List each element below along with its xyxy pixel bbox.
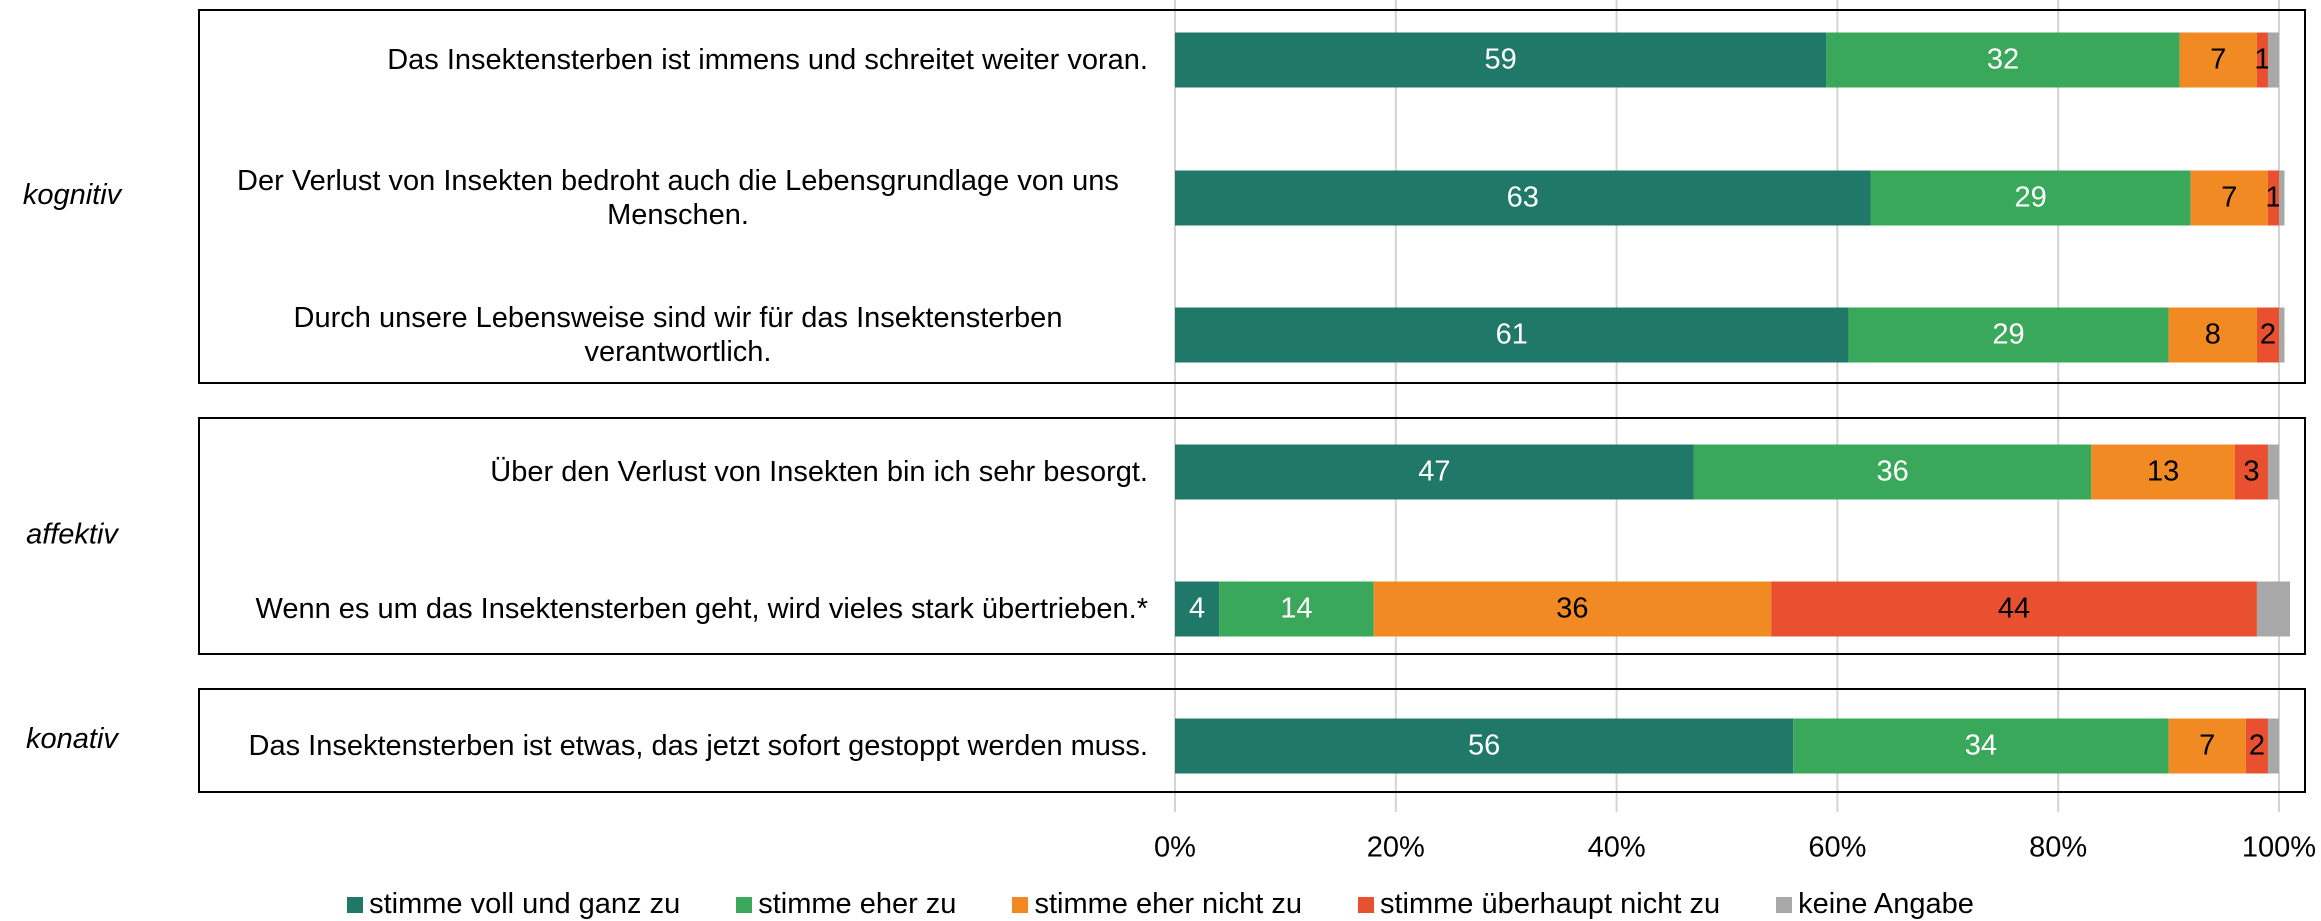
bar-segment [2168,307,2257,363]
data-label: 36 [1876,456,1908,488]
bar-segment [1373,581,1772,637]
data-label: 3 [2243,456,2259,488]
data-label: 14 [1280,593,1312,625]
data-label: 34 [1965,730,1997,762]
bar-segment [2267,32,2279,88]
x-tick-label: 100% [2242,832,2316,864]
bar-segment [1870,170,2191,226]
data-label: 1 [2254,44,2270,76]
category-text: Das Insektensterben ist etwas, das jetzt… [248,730,1148,762]
bar-segment [1771,581,2257,637]
data-label: 36 [1556,593,1588,625]
bar-segment [2168,718,2246,774]
bar-segment [2256,581,2291,637]
bar-segment [2256,32,2268,88]
x-tick-label: 40% [1588,832,1646,864]
data-label: 4 [1189,593,1205,625]
legend: stimme voll und ganz zu stimme eher zu sti… [0,888,2321,921]
legend-label: stimme voll und ganz zu [369,888,681,920]
group-label: affektiv [26,519,119,551]
bar-segment [1175,307,1849,363]
bar-segment [2179,32,2257,88]
bar-segment [1175,581,1220,637]
data-label: 47 [1418,456,1450,488]
data-label: 7 [2221,182,2237,214]
bar-segment [1848,307,2169,363]
bar-segment [2256,307,2279,363]
bar-segment [1175,170,1871,226]
group-box [198,417,2306,655]
bar-segment [2267,444,2279,500]
category-label: Durch unsere Lebensweise sind wir für da… [208,295,1148,375]
category-label: Wenn es um das Insektensterben geht, wir… [208,569,1149,649]
bar-segment [2279,170,2285,226]
data-label: 61 [1496,319,1528,351]
category-text: Das Insektensterben ist immens und schre… [387,44,1148,76]
data-label: 32 [1987,44,2019,76]
legend-swatch [1012,896,1029,913]
legend-swatch [1776,896,1793,913]
category-label: Das Insektensterben ist etwas, das jetzt… [208,706,1148,786]
data-label: 13 [2147,456,2179,488]
data-label: 8 [2205,319,2221,351]
legend-item: keine Angabe [1776,888,1974,921]
bar-segment [2190,170,2268,226]
category-label: Der Verlust von Insekten bedroht auch di… [208,158,1148,238]
bar-segment [2234,444,2268,500]
legend-label: stimme eher nicht zu [1034,888,1302,920]
bar-segment [1175,444,1694,500]
legend-item: stimme überhaupt nicht zu [1357,888,1721,921]
bar-segment [1175,718,1794,774]
bar-segment [2279,307,2285,363]
bar-segment [2245,718,2268,774]
data-label: 2 [2260,319,2276,351]
data-label: 59 [1485,44,1517,76]
legend-label: stimme eher zu [758,888,957,920]
data-label: 44 [1998,593,2030,625]
bar-segment [1693,444,2092,500]
category-text: Durch unsere Lebensweise sind wir für da… [293,302,1063,368]
category-label: Das Insektensterben ist immens und schre… [208,20,1148,100]
group-label: konativ [26,723,119,755]
legend-label: stimme überhaupt nicht zu [1379,888,1721,920]
data-label: 29 [2014,182,2046,214]
category-text: Über den Verlust von Insekten bin ich se… [490,456,1148,488]
category-label: Über den Verlust von Insekten bin ich se… [208,432,1148,512]
x-tick-label: 0% [1154,832,1196,864]
data-label: 2 [2249,730,2265,762]
legend-swatch [736,896,753,913]
data-label: 29 [1992,319,2024,351]
data-label: 1 [2265,182,2281,214]
data-label: 7 [2199,730,2215,762]
legend-item: stimme eher zu [736,888,956,921]
data-label: 63 [1507,182,1539,214]
bar-segment [1219,581,1374,637]
legend-swatch [1357,896,1374,913]
group-box [198,688,2306,793]
chart: 0% 20% 40% 60% 80% 100% kognitiv affektiv konati… [23,0,2316,864]
x-tick-label: 60% [1808,832,1866,864]
bar-segment [1793,718,2169,774]
legend-item: stimme voll und ganz zu [347,888,680,921]
legend-label: keine Angabe [1798,888,1974,920]
grid [1174,0,2280,812]
x-tick-label: 20% [1367,832,1425,864]
group-box [198,9,2306,384]
legend-swatch [347,896,364,913]
bar-segment [1175,32,1827,88]
bar-segment [2091,444,2235,500]
bar-segment [2267,170,2279,226]
bar-segment [1826,32,2180,88]
legend-item: stimme eher nicht zu [1012,888,1302,921]
x-tick-label: 80% [2029,832,2087,864]
data-label: 7 [2210,44,2226,76]
bar-segment [2267,718,2279,774]
category-text: Wenn es um das Insektensterben geht, wir… [255,593,1149,625]
group-label: kognitiv [23,179,123,211]
data-label: 56 [1468,730,1500,762]
category-text: Der Verlust von Insekten bedroht auch di… [237,165,1119,231]
